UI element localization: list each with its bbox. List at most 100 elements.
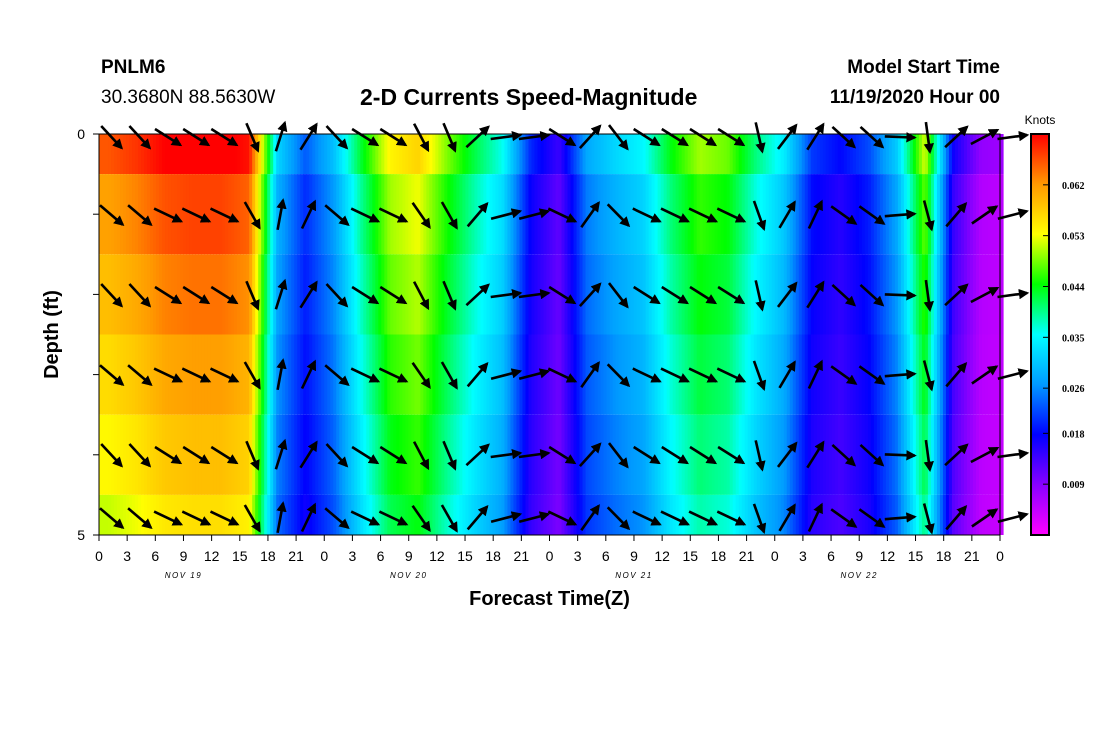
heatmap-cell	[636, 334, 641, 415]
heatmap-cell	[897, 494, 902, 535]
heatmap-cell	[291, 414, 295, 495]
heatmap-cell	[120, 414, 124, 495]
heatmap-cell	[315, 334, 319, 415]
heatmap-cell	[714, 494, 719, 535]
x-tick-label: 12	[880, 548, 896, 564]
heatmap-cell	[489, 414, 494, 495]
colorbar-tick-label: 0.035	[1062, 333, 1085, 344]
x-tick-label: 0	[546, 548, 554, 564]
heatmap-cell	[804, 134, 809, 175]
heatmap-cell	[951, 494, 956, 535]
heatmap-cell	[216, 334, 220, 415]
heatmap-cell	[861, 174, 866, 255]
heatmap-cell	[861, 494, 866, 535]
heatmap-cell	[348, 414, 352, 495]
heatmap-cell	[978, 414, 983, 495]
heatmap-cell	[648, 134, 653, 175]
heatmap-cell	[255, 494, 259, 535]
heatmap-cell	[387, 254, 391, 335]
current-vector	[778, 200, 796, 229]
heatmap-cell	[450, 414, 454, 495]
current-vector	[518, 368, 551, 381]
heatmap-cell	[438, 134, 442, 175]
heatmap-cell	[972, 174, 977, 255]
chart-title: 2-D Currents Speed-Magnitude	[360, 84, 698, 110]
heatmap-cell	[762, 494, 767, 535]
heatmap-cell	[975, 494, 980, 535]
heatmap-cell	[606, 174, 611, 255]
heatmap-cell	[867, 494, 872, 535]
heatmap-cell	[159, 334, 163, 415]
heatmap-cell	[582, 334, 587, 415]
heatmap-cell	[663, 174, 668, 255]
heatmap-cell	[495, 334, 500, 415]
heatmap-cell	[429, 494, 433, 535]
current-vector	[580, 504, 600, 531]
heatmap-cell	[579, 334, 584, 415]
heatmap-cell	[186, 174, 190, 255]
heatmap-cell	[273, 414, 277, 495]
heatmap-cell	[633, 254, 638, 335]
current-vector	[274, 120, 288, 152]
heatmap-cell	[507, 134, 512, 175]
heatmap-cell	[897, 134, 902, 175]
heatmap-cell	[849, 494, 854, 535]
heatmap-cell	[108, 134, 112, 175]
heatmap-cell	[459, 254, 463, 335]
heatmap-cell	[255, 334, 259, 415]
heatmap-cell	[210, 174, 214, 255]
heatmap-cell	[867, 134, 872, 175]
heatmap-cell	[423, 134, 427, 175]
heatmap-cell	[480, 134, 485, 175]
heatmap-cell	[972, 494, 977, 535]
current-vector	[660, 367, 690, 383]
heatmap-cell	[276, 494, 280, 535]
heatmap-cell	[102, 494, 106, 535]
heatmap-cell	[390, 134, 394, 175]
heatmap-cell	[759, 174, 764, 255]
heatmap-cell	[702, 174, 707, 255]
heatmap-cell	[939, 174, 944, 255]
heatmap-cell	[519, 134, 524, 175]
heatmap-cell	[225, 174, 229, 255]
heatmap-cell	[330, 414, 334, 495]
heatmap-cell	[1000, 414, 1004, 495]
heatmap-cell	[978, 174, 983, 255]
heatmap-cell	[168, 494, 172, 535]
heatmap-cell	[210, 334, 214, 415]
heatmap-cell	[141, 334, 145, 415]
heatmap-cell	[705, 134, 710, 175]
heatmap-cell	[852, 494, 857, 535]
heatmap-cell	[846, 174, 851, 255]
heatmap-cell	[690, 174, 695, 255]
heatmap-cell	[276, 254, 280, 335]
heatmap-cell	[879, 174, 884, 255]
heatmap-cell	[726, 134, 731, 175]
heatmap-cell	[525, 174, 530, 255]
heatmap-cell	[462, 334, 466, 415]
current-vector	[379, 445, 408, 465]
heatmap-cell	[747, 254, 752, 335]
heatmap-cell	[939, 414, 944, 495]
heatmap-cell	[735, 494, 740, 535]
heatmap-cell	[420, 134, 424, 175]
heatmap-cell	[363, 134, 367, 175]
heatmap-cell	[594, 254, 599, 335]
heatmap-cell	[300, 254, 304, 335]
heatmap-cell	[471, 254, 476, 335]
heatmap-cell	[822, 134, 827, 175]
heatmap-cell	[792, 414, 797, 495]
heatmap-cell	[150, 494, 154, 535]
heatmap-cell	[849, 414, 854, 495]
heatmap-cell	[147, 254, 151, 335]
heatmap-cell	[702, 494, 707, 535]
heatmap-cell	[234, 134, 238, 175]
heatmap-cell	[150, 334, 154, 415]
heatmap-cell	[264, 494, 268, 535]
heatmap-cell	[570, 134, 575, 175]
heatmap-cell	[945, 414, 950, 495]
heatmap-cell	[780, 334, 785, 415]
heatmap-cell	[816, 334, 821, 415]
heatmap-cell	[591, 254, 596, 335]
heatmap-cell	[795, 254, 800, 335]
